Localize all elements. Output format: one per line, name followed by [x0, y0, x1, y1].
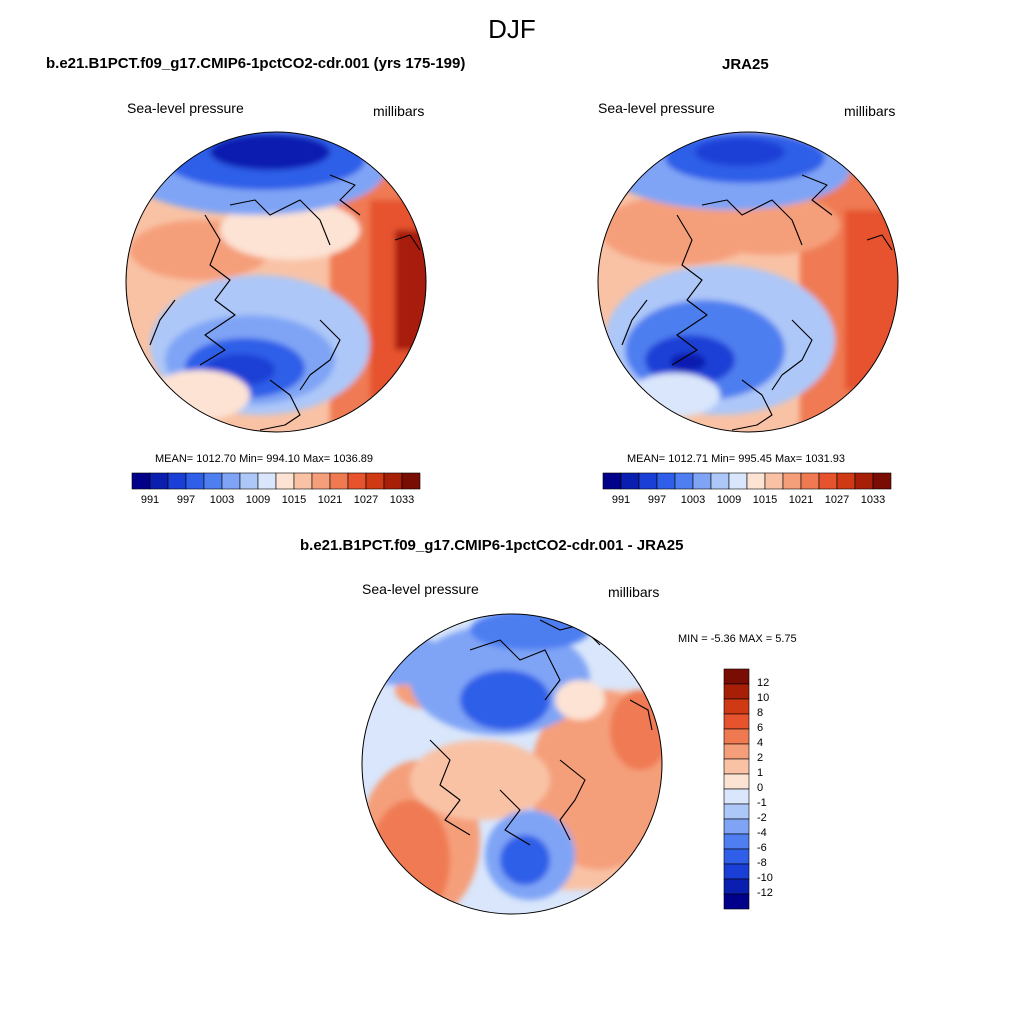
colorbar-tick-label: -2: [757, 812, 767, 824]
panel1-title: b.e21.B1PCT.f09_g17.CMIP6-1pctCO2-cdr.00…: [46, 55, 466, 72]
panel3-stats: MIN = -5.36 MAX = 5.75: [678, 633, 797, 645]
panel2-map: [598, 132, 898, 432]
colorbar-tick-label: 12: [757, 677, 770, 689]
panel1-units-label: millibars: [373, 103, 425, 119]
colorbar-tick-label: -1: [757, 797, 767, 809]
colorbar-tick-label: -6: [757, 842, 767, 854]
colorbar-tick-label: 10: [757, 692, 770, 704]
colorbar-tick-label: 1021: [788, 494, 814, 506]
colorbar-tick-label: 1027: [824, 494, 850, 506]
panel1-colorbar-labels: 991 997 1003 1009 1015 1021 1027 1033: [0, 494, 1024, 510]
colorbar-tick-label: -12: [757, 887, 773, 899]
colorbar-tick-label: 1015: [281, 494, 307, 506]
colorbar-tick-label: 1015: [752, 494, 778, 506]
panel3-colorbar: [723, 668, 750, 910]
colorbar-tick-label: 991: [611, 494, 631, 506]
colorbar-tick-label: 1027: [353, 494, 379, 506]
colorbar-tick-label: -4: [757, 827, 767, 839]
panel1-colorbar: [131, 472, 421, 490]
colorbar-tick-label: 991: [140, 494, 160, 506]
colorbar-tick-label: 997: [176, 494, 196, 506]
panel2-stats: MEAN= 1012.71 Min= 995.45 Max= 1031.93: [627, 453, 846, 465]
panel3-units-label: millibars: [608, 584, 660, 600]
panel2-colorbar: [602, 472, 892, 490]
panel3-title: b.e21.B1PCT.f09_g17.CMIP6-1pctCO2-cdr.00…: [300, 537, 684, 554]
colorbar-swatch: [723, 893, 750, 910]
panel2-title: JRA25: [722, 56, 769, 73]
colorbar-tick-label: 8: [757, 707, 764, 719]
panel3-variable-label: Sea-level pressure: [362, 581, 479, 597]
colorbar-swatch: [872, 472, 892, 490]
colorbar-tick-label: 6: [757, 722, 764, 734]
panel2-variable-label: Sea-level pressure: [598, 100, 715, 116]
colorbar-tick-label: 1033: [860, 494, 886, 506]
colorbar-tick-label: 1009: [716, 494, 742, 506]
panel2-colorbar-labels: 991 997 1003 1009 1015 1021 1027 1033: [0, 494, 1024, 510]
colorbar-tick-label: 1003: [680, 494, 706, 506]
colorbar-tick-label: 997: [647, 494, 667, 506]
colorbar-tick-label: 0: [757, 782, 764, 794]
colorbar-tick-label: 2: [757, 752, 764, 764]
panel1-stats: MEAN= 1012.70 Min= 994.10 Max= 1036.89: [155, 453, 374, 465]
panel2-units-label: millibars: [844, 103, 896, 119]
colorbar-tick-label: 1033: [389, 494, 415, 506]
colorbar-tick-label: 1021: [317, 494, 343, 506]
colorbar-tick-label: 4: [757, 737, 764, 749]
colorbar-swatch: [401, 472, 421, 490]
colorbar-tick-label: -8: [757, 857, 767, 869]
figure-title: DJF: [488, 14, 536, 44]
colorbar-tick-label: 1009: [245, 494, 271, 506]
colorbar-tick-label: 1003: [209, 494, 235, 506]
colorbar-tick-label: 1: [757, 767, 764, 779]
colorbar-tick-label: -10: [757, 872, 773, 884]
panel1-variable-label: Sea-level pressure: [127, 100, 244, 116]
